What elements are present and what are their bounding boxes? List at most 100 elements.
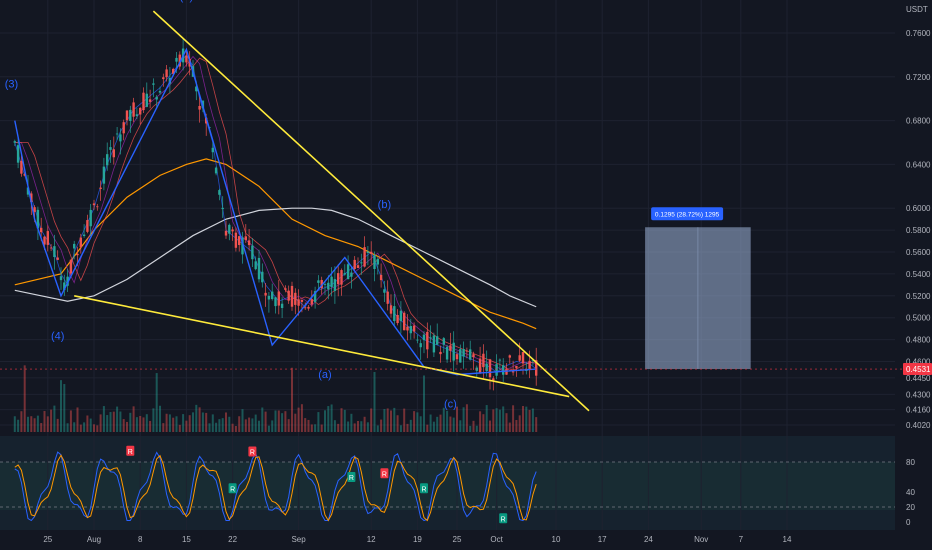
- volume-bar: [162, 423, 165, 432]
- candle-body: [30, 193, 33, 203]
- candle-body: [310, 299, 313, 305]
- signal-label: R: [421, 486, 426, 493]
- oscillator-k-line: [14, 451, 537, 522]
- candle-body: [459, 349, 462, 363]
- candle-body: [488, 359, 492, 378]
- volume-bar: [192, 412, 194, 432]
- last-price-label: 0.4531: [906, 365, 931, 374]
- candle-body: [515, 365, 518, 368]
- volume-bar: [363, 416, 366, 432]
- candle-body: [313, 291, 317, 302]
- volume-bar: [168, 414, 171, 432]
- volume-bar: [182, 414, 185, 432]
- time-tick-label: 25: [453, 535, 462, 544]
- volume-bar: [505, 413, 508, 432]
- volume-bar: [432, 421, 435, 432]
- wave-label: (c): [444, 398, 457, 410]
- time-tick-label: Oct: [490, 535, 503, 544]
- signal-bull-badge: [420, 483, 428, 494]
- candle-body: [495, 364, 498, 376]
- signal-label: R: [230, 486, 235, 493]
- candle-body: [96, 206, 99, 208]
- candle-body: [257, 257, 261, 280]
- candle-body: [172, 68, 175, 74]
- volume-bar: [264, 411, 267, 432]
- price-tick-label: 0.5400: [906, 270, 931, 279]
- volume-bar: [27, 416, 29, 432]
- volume-bar: [112, 411, 115, 432]
- price-tick-label: 0.4800: [906, 336, 931, 345]
- volume-bar: [383, 409, 386, 432]
- volume-bar: [132, 406, 135, 432]
- time-tick-label: 19: [413, 535, 422, 544]
- volume-bar: [66, 423, 69, 432]
- volume-bar: [300, 404, 303, 432]
- volume-bar: [23, 365, 26, 432]
- candle-body: [485, 363, 488, 372]
- volume-bar: [528, 409, 531, 432]
- volume-bar: [469, 425, 472, 432]
- candle-body: [462, 349, 465, 357]
- volume-bar: [393, 407, 396, 432]
- volume-bar: [231, 423, 234, 432]
- signal-bull-badge: [499, 513, 508, 524]
- volume-bar: [390, 410, 392, 432]
- volume-bar: [43, 411, 46, 432]
- candle-body: [535, 360, 538, 376]
- candle-body: [178, 54, 181, 67]
- volume-bar: [479, 411, 482, 432]
- candle-body: [254, 261, 257, 270]
- volume-bar: [386, 408, 389, 432]
- time-tick-label: 14: [783, 535, 792, 544]
- volume-bar: [46, 416, 49, 432]
- candle-body: [511, 371, 515, 373]
- candle-body: [185, 55, 188, 63]
- time-tick-label: 24: [644, 535, 653, 544]
- volume-bar: [218, 419, 221, 432]
- price-tick-label: 0.6400: [906, 160, 931, 169]
- candle-body: [449, 345, 452, 351]
- volume-bar: [96, 425, 99, 432]
- candle-body: [508, 355, 511, 358]
- price-tick-label: 0.7600: [906, 29, 931, 38]
- candle-body: [412, 325, 416, 332]
- volume-bar: [83, 422, 86, 432]
- volume-bar: [119, 411, 122, 432]
- volume-bar: [33, 418, 36, 432]
- candle-body: [49, 247, 53, 249]
- candle-body: [445, 346, 449, 360]
- candle-body: [102, 166, 106, 184]
- volume-bar: [244, 419, 247, 432]
- volume-bar: [102, 406, 105, 432]
- candle-body: [528, 360, 531, 370]
- candle-body: [426, 331, 429, 350]
- volume-bar: [129, 412, 132, 432]
- volume-bar: [17, 419, 20, 432]
- volume-bar: [274, 410, 277, 432]
- candle-body: [290, 285, 294, 307]
- volume-bar: [314, 424, 317, 432]
- volume-bar: [89, 418, 92, 432]
- candle-body: [119, 134, 122, 142]
- trendline-lower[interactable]: [74, 295, 570, 398]
- volume-bar: [498, 409, 501, 432]
- signal-bear-badge: [248, 446, 257, 457]
- candle-body: [280, 303, 284, 309]
- trendline-upper[interactable]: [152, 10, 590, 412]
- candle-body: [125, 110, 129, 121]
- volume-bar: [56, 418, 59, 432]
- candle-body: [26, 187, 30, 195]
- candle-body: [92, 203, 96, 206]
- oscillator-tick-label: 40: [906, 488, 915, 497]
- candle-body: [465, 350, 469, 352]
- volume-bar: [475, 425, 478, 432]
- candle-body: [502, 365, 505, 375]
- volume-bar: [485, 405, 488, 432]
- candle-body: [284, 288, 287, 290]
- volume-bar: [446, 410, 449, 432]
- volume-bar: [281, 413, 284, 432]
- volume-bar: [287, 419, 290, 432]
- candle-body: [304, 307, 307, 309]
